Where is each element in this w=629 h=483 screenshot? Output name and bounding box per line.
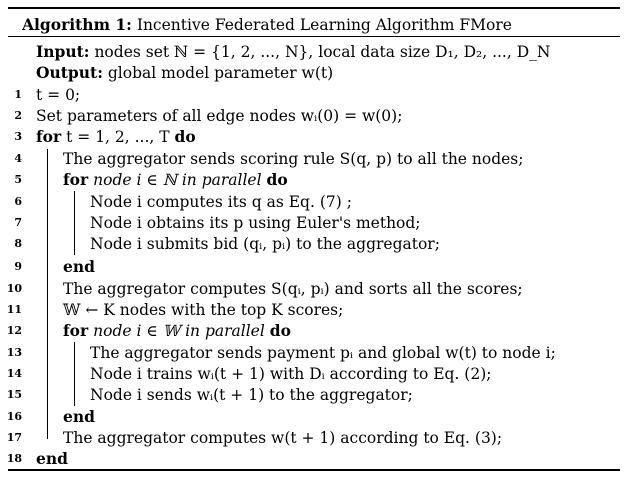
line-number: 5 bbox=[14, 173, 22, 186]
line-number: 1 bbox=[14, 88, 22, 101]
line-number: 9 bbox=[14, 260, 22, 273]
line-text: Set parameters of all edge nodes wᵢ(0) =… bbox=[36, 107, 403, 125]
input-text: nodes set ℕ = {1, 2, ..., N}, local data… bbox=[94, 43, 551, 61]
bottom-rule bbox=[8, 469, 620, 471]
line-number: 2 bbox=[14, 109, 22, 122]
line-text: for t = 1, 2, ..., T do bbox=[36, 127, 196, 147]
do-keyword: do bbox=[174, 127, 196, 146]
algorithm-name: Incentive Federated Learning Algorithm F… bbox=[136, 16, 512, 34]
line-number: 17 bbox=[6, 431, 22, 444]
line-text: 𝕎 ← K nodes with the top K scores; bbox=[63, 301, 344, 319]
outer-loop-bar bbox=[47, 149, 48, 439]
output-keyword: Output: bbox=[36, 63, 103, 82]
algorithm-label: Algorithm 1: bbox=[22, 15, 132, 34]
line-number: 13 bbox=[6, 346, 22, 359]
algorithm-title: Algorithm 1: Incentive Federated Learnin… bbox=[22, 15, 512, 34]
input-line: Input: nodes set ℕ = {1, 2, ..., N}, loc… bbox=[36, 42, 550, 62]
input-keyword: Input: bbox=[36, 42, 90, 61]
line-text: Node i sends wᵢ(t + 1) to the aggregator… bbox=[90, 386, 413, 404]
line-text: The aggregator computes w(t + 1) accordi… bbox=[63, 429, 503, 447]
for-keyword: for bbox=[36, 127, 62, 146]
line-number: 12 bbox=[6, 324, 22, 337]
output-text: global model parameter w(t) bbox=[107, 64, 334, 82]
loop-range: t = 1, 2, ..., T bbox=[66, 128, 170, 146]
line-text: Node i submits bid (qᵢ, pᵢ) to the aggre… bbox=[90, 235, 440, 253]
line-text: Node i computes its q as Eq. (7) ; bbox=[90, 193, 352, 211]
inner-loop-bar bbox=[74, 342, 75, 406]
line-text: for node i ∈ ℕ in parallel do bbox=[63, 170, 288, 190]
line-number: 3 bbox=[14, 130, 22, 143]
top-rule bbox=[8, 7, 620, 9]
line-text: for node i ∈ 𝕎 in parallel do bbox=[63, 321, 291, 341]
line-number: 8 bbox=[14, 237, 22, 250]
line-number: 7 bbox=[14, 216, 22, 229]
line-text: The aggregator sends scoring rule S(q, p… bbox=[63, 150, 524, 168]
line-number: 18 bbox=[6, 452, 22, 465]
line-text: Node i obtains its p using Euler's metho… bbox=[90, 214, 421, 232]
line-number: 10 bbox=[6, 282, 22, 295]
line-number: 14 bbox=[6, 367, 22, 380]
for-keyword: for bbox=[63, 321, 89, 340]
end-keyword: end bbox=[36, 449, 68, 468]
for-keyword: for bbox=[63, 170, 89, 189]
line-text: Node i trains wᵢ(t + 1) with Dᵢ accordin… bbox=[90, 365, 492, 383]
loop-condition: node i ∈ ℕ in parallel bbox=[93, 171, 262, 189]
line-text: t = 0; bbox=[36, 86, 81, 104]
do-keyword: do bbox=[266, 170, 288, 189]
line-text: The aggregator computes S(qᵢ, pᵢ) and so… bbox=[63, 280, 523, 298]
line-number: 6 bbox=[14, 195, 22, 208]
do-keyword: do bbox=[269, 321, 291, 340]
line-number: 4 bbox=[14, 152, 22, 165]
line-number: 16 bbox=[6, 410, 22, 423]
end-keyword: end bbox=[63, 407, 95, 426]
loop-condition: node i ∈ 𝕎 in parallel bbox=[93, 322, 265, 340]
inner-loop-bar bbox=[74, 191, 75, 255]
line-number: 11 bbox=[6, 303, 22, 316]
title-rule bbox=[8, 36, 620, 37]
line-text: The aggregator sends payment pᵢ and glob… bbox=[90, 344, 556, 362]
output-line: Output: global model parameter w(t) bbox=[36, 63, 333, 83]
algorithm-box: Algorithm 1: Incentive Federated Learnin… bbox=[7, 7, 620, 471]
line-number: 15 bbox=[6, 388, 22, 401]
end-keyword: end bbox=[63, 257, 95, 276]
